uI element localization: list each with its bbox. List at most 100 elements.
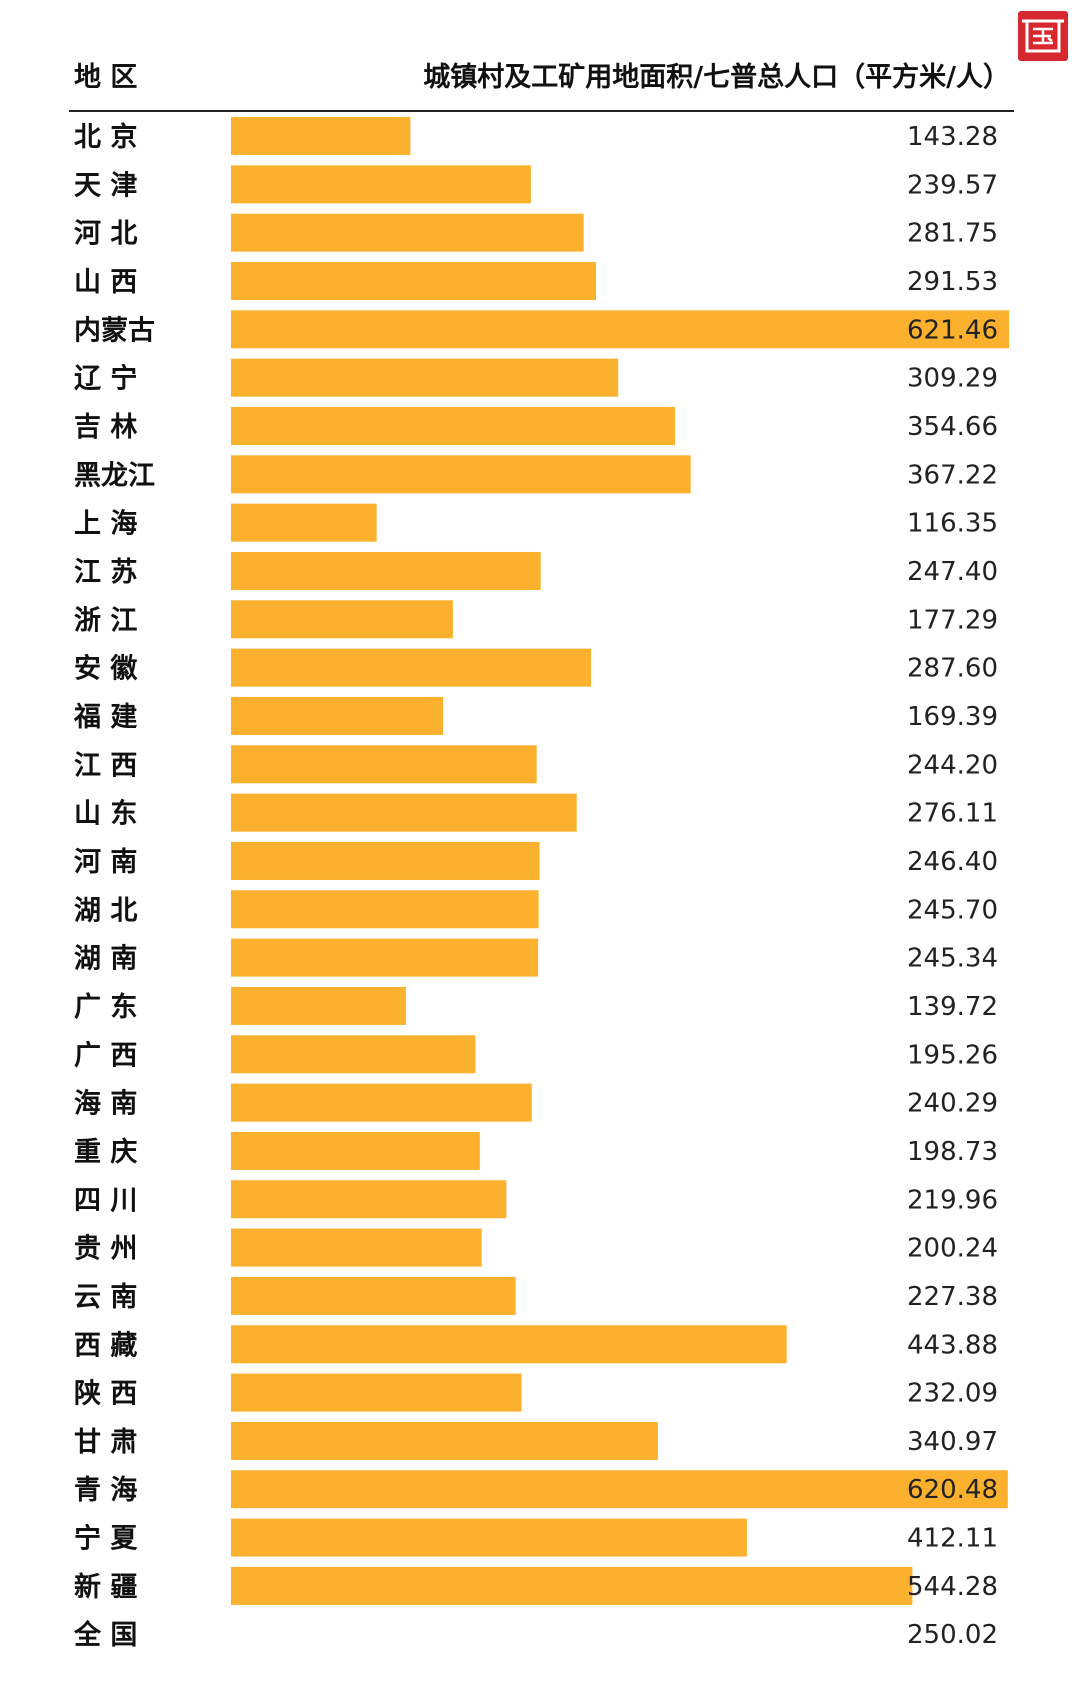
region-label: 甘 肃 bbox=[74, 1427, 137, 1458]
region-label: 福 建 bbox=[73, 702, 137, 733]
region-label: 辽 宁 bbox=[74, 363, 137, 395]
region-label: 青 海 bbox=[74, 1475, 137, 1506]
region-label: 吉 林 bbox=[74, 412, 137, 443]
value-label: 281.75 bbox=[907, 219, 998, 249]
bar bbox=[231, 986, 406, 1025]
region-label: 四 川 bbox=[74, 1185, 137, 1216]
value-label: 276.11 bbox=[907, 799, 998, 829]
value-label: 200.24 bbox=[907, 1234, 998, 1264]
value-label: 367.22 bbox=[907, 460, 998, 490]
header-divider bbox=[69, 110, 1014, 112]
region-label: 内蒙古 bbox=[74, 315, 155, 346]
logo-icon bbox=[1018, 11, 1068, 61]
region-label: 广 西 bbox=[74, 1040, 137, 1071]
region-label: 江 苏 bbox=[74, 557, 137, 588]
bar bbox=[231, 1228, 482, 1267]
value-label: 620.48 bbox=[907, 1475, 998, 1505]
value-label: 143.28 bbox=[907, 122, 998, 152]
region-label: 山 西 bbox=[74, 267, 137, 298]
bar bbox=[231, 1180, 507, 1219]
bar bbox=[231, 455, 691, 494]
value-label: 245.70 bbox=[907, 895, 998, 925]
region-label: 河 北 bbox=[74, 219, 137, 250]
value-label: 544.28 bbox=[907, 1572, 998, 1602]
region-label: 湖 北 bbox=[74, 895, 137, 926]
region-label: 上 海 bbox=[74, 509, 137, 540]
value-label: 247.40 bbox=[907, 557, 998, 587]
value-label: 177.29 bbox=[907, 605, 998, 635]
region-label: 新 疆 bbox=[74, 1571, 137, 1603]
bar bbox=[231, 1470, 1008, 1509]
region-label: 陕 西 bbox=[74, 1379, 137, 1410]
bar bbox=[231, 1373, 522, 1412]
bar bbox=[231, 165, 531, 204]
region-label: 海 南 bbox=[74, 1089, 137, 1120]
region-label: 河 南 bbox=[74, 847, 137, 878]
region-label: 黑龙江 bbox=[74, 460, 155, 491]
bar bbox=[231, 1276, 516, 1315]
bar bbox=[231, 503, 377, 542]
bar bbox=[231, 551, 541, 590]
bar bbox=[231, 213, 584, 252]
value-label: 244.20 bbox=[907, 750, 998, 780]
region-label: 宁 夏 bbox=[74, 1523, 138, 1555]
bar bbox=[231, 117, 411, 155]
region-label: 天 津 bbox=[74, 170, 137, 201]
region-column-header: 地 区 bbox=[74, 62, 138, 93]
value-label: 354.66 bbox=[907, 412, 998, 442]
bar bbox=[231, 310, 1009, 349]
metric-column-header: 城镇村及工矿用地面积/七普总人口（平方米/人） bbox=[423, 62, 1010, 93]
region-label: 山 东 bbox=[74, 798, 137, 830]
value-label: 139.72 bbox=[907, 992, 998, 1022]
value-label: 227.38 bbox=[907, 1282, 998, 1312]
bar bbox=[231, 793, 577, 832]
value-label: 287.60 bbox=[907, 654, 998, 684]
bar bbox=[231, 1035, 476, 1074]
region-label: 北 京 bbox=[74, 121, 137, 153]
bar bbox=[231, 1131, 480, 1170]
bar bbox=[231, 696, 444, 735]
bar bbox=[231, 1325, 787, 1364]
bar bbox=[231, 841, 540, 880]
region-label: 安 徽 bbox=[74, 654, 138, 685]
value-label: 245.34 bbox=[907, 944, 998, 974]
bar bbox=[231, 938, 539, 977]
bar bbox=[231, 648, 591, 687]
value-label: 116.35 bbox=[907, 509, 998, 539]
region-label: 广 东 bbox=[74, 991, 137, 1023]
bar bbox=[231, 600, 453, 639]
value-label: 340.97 bbox=[907, 1427, 998, 1457]
region-label: 西 藏 bbox=[74, 1330, 137, 1361]
value-label: 232.09 bbox=[907, 1379, 998, 1409]
bar bbox=[231, 1421, 658, 1460]
value-label: 412.11 bbox=[907, 1524, 998, 1554]
value-label: 246.40 bbox=[907, 847, 998, 877]
bar bbox=[231, 1518, 747, 1557]
value-label: 219.96 bbox=[907, 1185, 998, 1215]
value-label: 239.57 bbox=[907, 170, 998, 200]
value-label: 169.39 bbox=[907, 702, 998, 732]
region-label: 浙 江 bbox=[74, 605, 137, 636]
value-label: 443.88 bbox=[907, 1330, 998, 1360]
value-label: 240.29 bbox=[907, 1089, 998, 1119]
value-label: 250.02 bbox=[907, 1620, 998, 1650]
region-label: 云 南 bbox=[74, 1282, 137, 1313]
region-label: 全 国 bbox=[73, 1619, 137, 1651]
value-label: 198.73 bbox=[907, 1137, 998, 1167]
bar bbox=[231, 1566, 913, 1605]
value-label: 195.26 bbox=[907, 1040, 998, 1070]
bar bbox=[231, 261, 596, 300]
bar bbox=[231, 745, 537, 784]
region-label: 湖 南 bbox=[74, 944, 137, 975]
bar bbox=[231, 406, 675, 445]
value-label: 291.53 bbox=[907, 267, 998, 297]
region-label: 江 西 bbox=[74, 750, 137, 781]
bar bbox=[231, 1083, 532, 1122]
bar bbox=[231, 890, 539, 929]
value-label: 621.46 bbox=[907, 315, 998, 345]
region-label: 重 庆 bbox=[74, 1136, 137, 1168]
region-label: 贵 州 bbox=[74, 1234, 137, 1265]
value-label: 309.29 bbox=[907, 364, 998, 394]
bar bbox=[231, 358, 619, 397]
